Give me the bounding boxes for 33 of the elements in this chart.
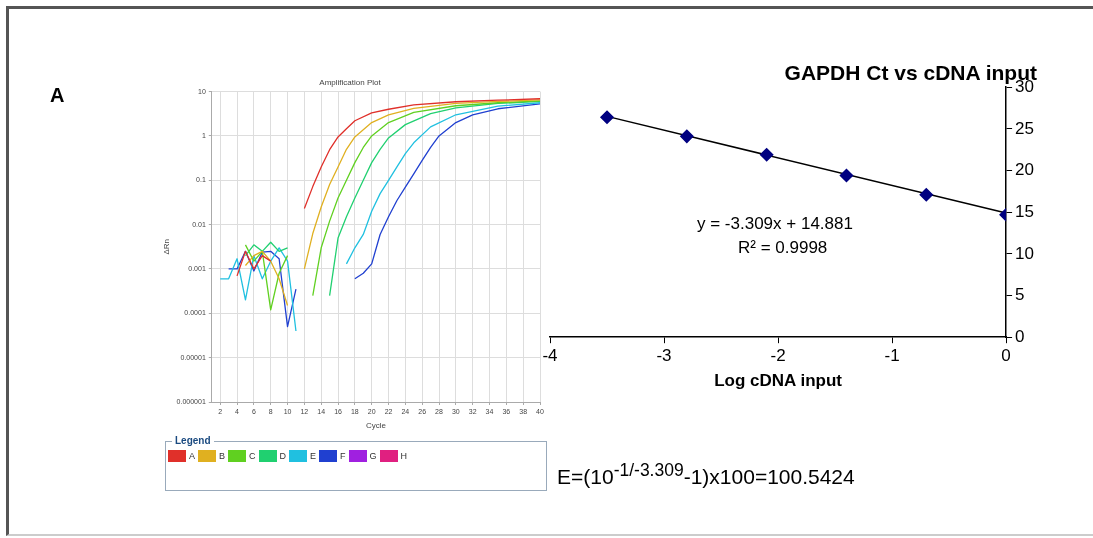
annotation: y = -3.309x + 14.881 (697, 214, 853, 234)
x-tick-label: -3 (656, 346, 672, 366)
legend-label: H (400, 451, 408, 461)
legend-label: F (340, 451, 346, 461)
legend-label: A (189, 451, 196, 461)
text: A (50, 84, 65, 107)
point (600, 110, 614, 124)
legend-label: E (310, 451, 317, 461)
point (759, 147, 774, 162)
y-tick-label: 5 (1015, 285, 1025, 305)
point (839, 168, 854, 183)
y-tick-label: 0 (1015, 326, 1025, 346)
x-axis-title: Cycle (365, 421, 387, 431)
y-tick-label: 20 (1015, 160, 1035, 180)
text: E=(10$^{-1/-3.309}$-1)x100=100.5424 (557, 460, 855, 489)
y-axis-title: ΔRn (162, 239, 171, 255)
x-tick-label: -1 (884, 346, 900, 366)
point (919, 187, 934, 202)
legend-label: G (369, 451, 377, 461)
y-tick-label: 10 (1015, 243, 1035, 263)
legend-title: Legend (172, 435, 214, 446)
y-tick-label: 15 (1015, 201, 1035, 221)
x-tick-label: -4 (542, 346, 558, 366)
legend-label: B (219, 451, 226, 461)
x-tick-label: -2 (770, 346, 786, 366)
annotation: R² = 0.9998 (738, 238, 828, 258)
x-axis-title: Log cDNA input (714, 371, 843, 391)
legend-label: D (279, 451, 287, 461)
point (680, 129, 694, 144)
y-tick-label: 25 (1015, 118, 1035, 138)
x-tick-label: 0 (1001, 346, 1011, 366)
legend-label: C (249, 451, 256, 461)
chart-title: Amplification Plot (319, 78, 382, 87)
